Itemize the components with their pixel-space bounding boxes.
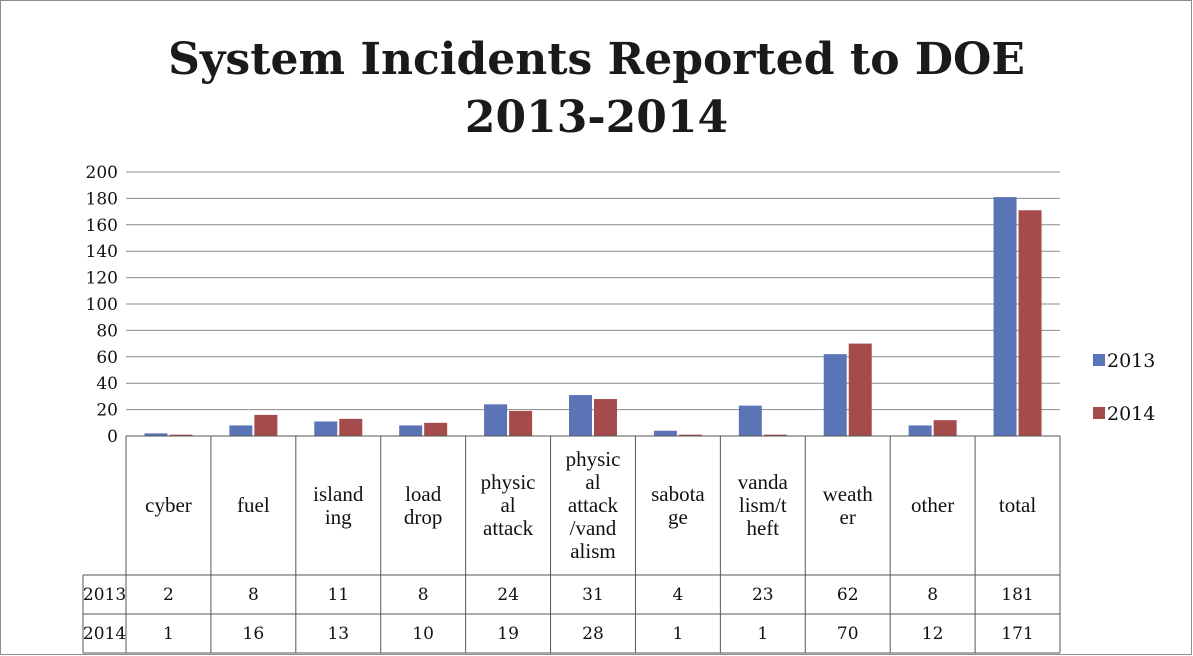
table-cell: 62: [836, 584, 859, 605]
table-cell: 31: [582, 584, 604, 605]
bar-2014-1: [254, 414, 278, 436]
y-tick-label: 180: [86, 189, 118, 209]
bar-2013-9: [908, 425, 932, 436]
table-cell: 1: [757, 623, 769, 644]
table-cell: 12: [921, 623, 944, 644]
table-cell: 10: [412, 623, 434, 644]
bar-2014-9: [933, 420, 957, 436]
table-row-header-2014: 2014: [82, 623, 127, 644]
category-label: physic al attack: [480, 470, 536, 540]
category-label: sabota ge: [651, 481, 705, 529]
bar-2014-4: [509, 410, 533, 436]
legend-label-2013: 2013: [1107, 350, 1155, 372]
bar-2014-2: [339, 418, 363, 436]
chart-subtitle: 2013-2014: [464, 92, 729, 143]
y-tick-label: 100: [86, 295, 118, 315]
table-cell: 13: [327, 623, 350, 644]
table-cell: 181: [1001, 584, 1034, 605]
category-label: weath er: [822, 481, 873, 529]
bar-2013-2: [314, 421, 338, 436]
y-tick-label: 80: [96, 321, 118, 341]
y-tick-label: 160: [86, 216, 118, 236]
table-cell: 23: [751, 584, 774, 605]
category-label: vanda lism/t heft: [737, 470, 788, 540]
bar-2013-8: [823, 354, 847, 436]
bar-2014-8: [848, 343, 872, 436]
table-cell: 4: [672, 584, 684, 605]
bar-2013-0: [144, 433, 168, 436]
y-tick-label: 120: [86, 269, 118, 289]
legend-swatch-2014: [1093, 407, 1105, 419]
table-cell: 8: [927, 584, 939, 605]
table-cell: 2: [163, 584, 174, 605]
table-cell: 24: [497, 584, 519, 605]
y-tick-label: 20: [96, 401, 118, 421]
y-tick-label: 60: [96, 348, 118, 368]
chart-title: System Incidents Reported to DOE: [168, 34, 1025, 85]
bar-2013-7: [738, 405, 762, 436]
table-cell: 1: [163, 623, 174, 644]
category-label: island ing: [313, 481, 364, 529]
table-cell: 171: [1001, 623, 1034, 644]
bar-2013-3: [399, 425, 423, 436]
table-cell: 19: [497, 623, 519, 644]
bar-2013-10: [993, 197, 1017, 436]
table-cell: 1: [672, 623, 684, 644]
bar-2013-5: [569, 395, 592, 436]
table-row-header-2013: 2013: [82, 584, 127, 605]
category-label: cyber: [145, 493, 192, 517]
category-label: load drop: [403, 481, 443, 529]
bar-2013-4: [484, 404, 508, 436]
y-tick-label: 0: [107, 427, 118, 447]
table-cell: 8: [247, 584, 259, 605]
table-cell: 28: [582, 623, 604, 644]
legend-label-2014: 2014: [1107, 403, 1155, 425]
y-tick-label: 140: [86, 242, 118, 262]
bar-2014-10: [1018, 210, 1042, 436]
y-tick-label: 40: [96, 374, 118, 394]
table-cell: 16: [242, 623, 265, 644]
table-cell: 70: [836, 623, 859, 644]
bar-2014-0: [169, 434, 193, 436]
bar-2013-1: [229, 425, 253, 436]
legend-swatch-2013: [1093, 354, 1105, 366]
category-label: physic al attack/vand alism: [565, 447, 621, 563]
table-cell: 11: [327, 584, 350, 605]
bar-2014-3: [424, 422, 448, 436]
category-label: fuel: [237, 493, 270, 517]
category-label: total: [998, 493, 1037, 517]
table-cell: 8: [417, 584, 429, 605]
category-label: other: [911, 493, 955, 517]
bar-2014-6: [678, 434, 702, 436]
bar-2014-5: [594, 399, 617, 436]
bar-2014-7: [763, 434, 787, 436]
bar-2013-6: [653, 430, 677, 436]
y-tick-label: 200: [86, 163, 118, 183]
